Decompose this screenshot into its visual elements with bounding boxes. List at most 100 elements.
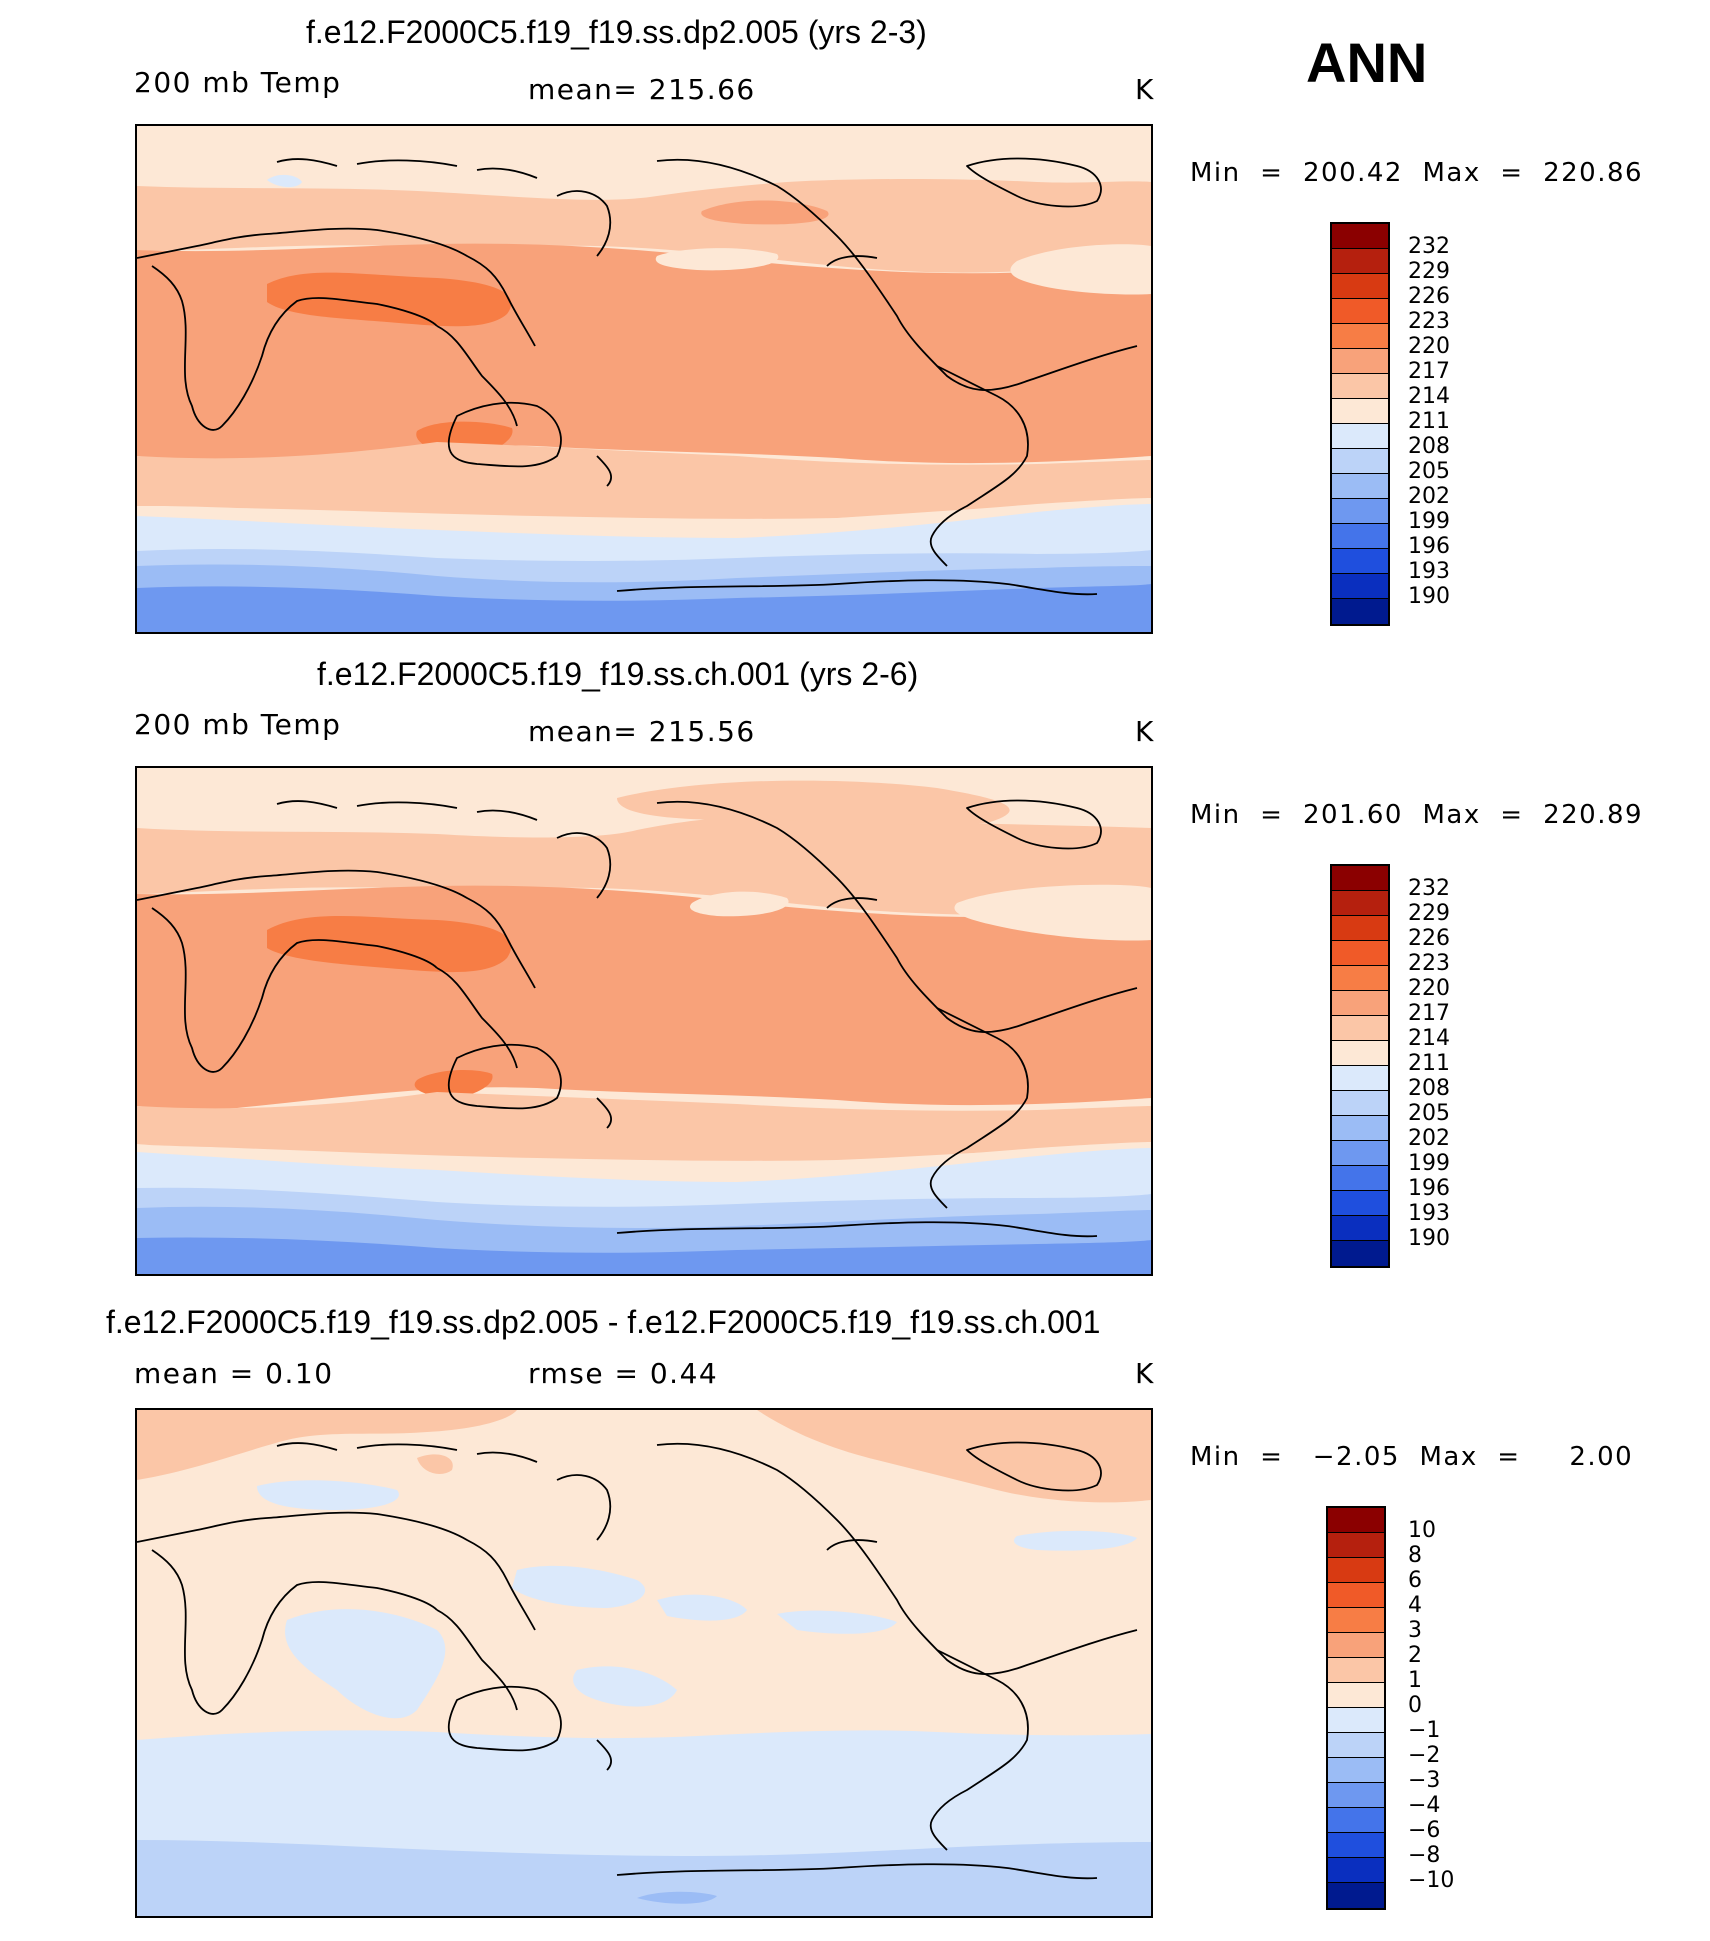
panel-1-units-label: K — [1135, 73, 1155, 106]
panel-1-colorbar-tick-label: 196 — [1408, 534, 1450, 559]
colorbar-swatch — [1328, 1558, 1384, 1583]
panel-2-title: f.e12.F2000C5.f19_f19.ss.ch.001 (yrs 2-6… — [317, 656, 919, 692]
panel-3-colorbar-tick-label: −6 — [1408, 1818, 1441, 1843]
panel-3-colorbar-tick-label: −8 — [1408, 1843, 1441, 1868]
panel-2-contour-plot — [137, 768, 1151, 1274]
panel-1-contour-plot — [137, 126, 1151, 632]
colorbar-swatch — [1332, 449, 1388, 474]
colorbar-swatch — [1328, 1583, 1384, 1608]
panel-1-colorbar-tick-label: 223 — [1408, 309, 1450, 334]
colorbar-swatch — [1332, 1116, 1388, 1141]
panel-3-colorbar-tick-label: 3 — [1408, 1618, 1422, 1643]
panel-1-colorbar-tick-label: 208 — [1408, 434, 1450, 459]
colorbar-swatch — [1328, 1508, 1384, 1533]
panel-1-colorbar-tick-label: 226 — [1408, 284, 1450, 309]
panel-2-colorbar-tick-label: 199 — [1408, 1151, 1450, 1176]
panel-3-colorbar-tick-label: −1 — [1408, 1718, 1441, 1743]
panel-3-colorbar-tick-label: 0 — [1408, 1693, 1422, 1718]
panel-1-colorbar-tick-label: 211 — [1408, 409, 1450, 434]
colorbar-swatch — [1332, 1066, 1388, 1091]
panel-2-colorbar-tick-label: 202 — [1408, 1126, 1450, 1151]
colorbar-swatch — [1328, 1533, 1384, 1558]
colorbar-swatch — [1332, 1141, 1388, 1166]
panel-3-colorbar-tick-label: 8 — [1408, 1543, 1422, 1568]
panel-3-units-label: K — [1135, 1357, 1155, 1390]
colorbar-swatch — [1328, 1833, 1384, 1858]
panel-1-mean-label: mean= 215.66 — [528, 73, 756, 106]
panel-1-colorbar-tick-label: 205 — [1408, 459, 1450, 484]
panel-1-colorbar-tick-label: 220 — [1408, 334, 1450, 359]
colorbar-swatch — [1332, 299, 1388, 324]
colorbar-swatch — [1332, 524, 1388, 549]
panel-2-colorbar-tick-label: 232 — [1408, 876, 1450, 901]
panel-3-colorbar-tick-label: 10 — [1408, 1518, 1436, 1543]
colorbar-swatch — [1332, 249, 1388, 274]
panel-3-map — [135, 1408, 1153, 1918]
colorbar-swatch — [1328, 1883, 1384, 1908]
panel-3-colorbar-tick-label: −10 — [1408, 1868, 1455, 1893]
colorbar-swatch — [1332, 891, 1388, 916]
colorbar-swatch — [1332, 399, 1388, 424]
panel-2-mean-label: mean= 215.56 — [528, 715, 756, 748]
panel-3-mean-label: mean = 0.10 — [134, 1357, 334, 1390]
colorbar-swatch — [1332, 1191, 1388, 1216]
colorbar-swatch — [1328, 1808, 1384, 1833]
colorbar-swatch — [1332, 374, 1388, 399]
colorbar-swatch — [1332, 866, 1388, 891]
panel-3-minmax: Min = −2.05 Max = 2.00 — [1190, 1442, 1634, 1472]
panel-1-colorbar-tick-label: 229 — [1408, 259, 1450, 284]
panel-3-colorbar-tick-label: −2 — [1408, 1743, 1441, 1768]
panel-1-colorbar-tick-label: 232 — [1408, 234, 1450, 259]
colorbar-swatch — [1328, 1733, 1384, 1758]
colorbar-swatch — [1328, 1633, 1384, 1658]
panel-2-colorbar-tick-label: 229 — [1408, 901, 1450, 926]
colorbar-swatch — [1328, 1683, 1384, 1708]
panel-2-colorbar — [1330, 864, 1390, 1268]
panel-2-units-label: K — [1135, 715, 1155, 748]
colorbar-swatch — [1332, 549, 1388, 574]
colorbar-swatch — [1332, 1241, 1388, 1266]
panel-1-colorbar — [1330, 222, 1390, 626]
colorbar-swatch — [1328, 1858, 1384, 1883]
colorbar-swatch — [1328, 1708, 1384, 1733]
colorbar-swatch — [1332, 991, 1388, 1016]
panel-3-contour-plot — [137, 1410, 1151, 1916]
colorbar-swatch — [1332, 499, 1388, 524]
panel-2-colorbar-tick-label: 190 — [1408, 1226, 1450, 1251]
panel-3-rmse-label: rmse = 0.44 — [528, 1357, 719, 1390]
panel-3-colorbar-tick-label: 4 — [1408, 1593, 1422, 1618]
panel-2-colorbar-tick-label: 196 — [1408, 1176, 1450, 1201]
colorbar-swatch — [1332, 1216, 1388, 1241]
panel-2-colorbar-tick-label: 226 — [1408, 926, 1450, 951]
panel-3-colorbar — [1326, 1506, 1386, 1910]
colorbar-swatch — [1332, 274, 1388, 299]
colorbar-swatch — [1332, 941, 1388, 966]
panel-2-colorbar-tick-label: 208 — [1408, 1076, 1450, 1101]
colorbar-swatch — [1332, 424, 1388, 449]
panel-3-colorbar-tick-label: 1 — [1408, 1668, 1422, 1693]
panel-3-colorbar-tick-label: −3 — [1408, 1768, 1441, 1793]
panel-1-colorbar-tick-label: 214 — [1408, 384, 1450, 409]
colorbar-swatch — [1332, 1091, 1388, 1116]
colorbar-swatch — [1332, 1016, 1388, 1041]
panel-2-colorbar-tick-label: 217 — [1408, 1001, 1450, 1026]
panel-2-colorbar-tick-label: 193 — [1408, 1201, 1450, 1226]
panel-1-colorbar-tick-label: 190 — [1408, 584, 1450, 609]
colorbar-swatch — [1332, 966, 1388, 991]
colorbar-swatch — [1332, 324, 1388, 349]
colorbar-swatch — [1332, 1166, 1388, 1191]
panel-3-colorbar-tick-label: 2 — [1408, 1643, 1422, 1668]
panel-3-title: f.e12.F2000C5.f19_f19.ss.dp2.005 - f.e12… — [106, 1304, 1101, 1340]
panel-1-colorbar-tick-label: 202 — [1408, 484, 1450, 509]
panel-2-field-label: 200 mb Temp — [134, 708, 342, 741]
panel-2-colorbar-tick-label: 220 — [1408, 976, 1450, 1001]
colorbar-swatch — [1328, 1608, 1384, 1633]
colorbar-swatch — [1332, 349, 1388, 374]
panel-1-field-label: 200 mb Temp — [134, 66, 342, 99]
panel-2-minmax: Min = 201.60 Max = 220.89 — [1190, 800, 1644, 830]
colorbar-swatch — [1328, 1758, 1384, 1783]
panel-1-title: f.e12.F2000C5.f19_f19.ss.dp2.005 (yrs 2-… — [306, 14, 927, 50]
colorbar-swatch — [1328, 1783, 1384, 1808]
panel-1-minmax: Min = 200.42 Max = 220.86 — [1190, 158, 1644, 188]
colorbar-swatch — [1332, 574, 1388, 599]
